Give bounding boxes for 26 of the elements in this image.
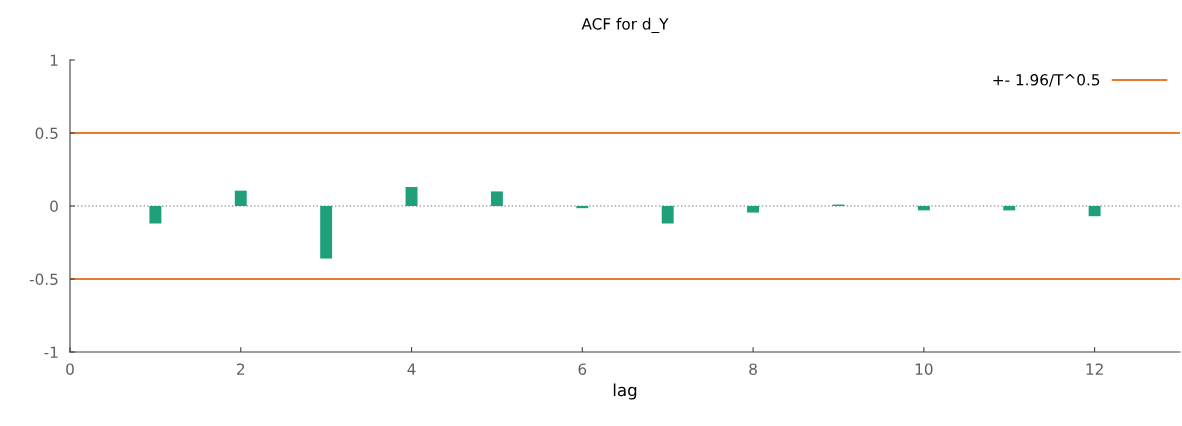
bar <box>320 206 333 259</box>
x-tick-label: 8 <box>749 363 757 375</box>
x-axis-title: lag <box>613 383 637 400</box>
y-tick-label: 0 <box>50 200 58 213</box>
x-tick-label: 0 <box>66 363 74 375</box>
bar <box>149 206 162 224</box>
bar <box>747 206 760 213</box>
bar <box>1088 206 1101 217</box>
x-tick-label: 12 <box>1086 363 1103 375</box>
bar <box>405 187 418 206</box>
x-tick-label: 4 <box>407 363 416 375</box>
bar <box>661 206 674 224</box>
bar <box>917 206 930 211</box>
x-tick-label: 6 <box>578 363 587 375</box>
bar <box>576 206 589 209</box>
x-tick-label: 2 <box>237 363 245 375</box>
y-tick-label: -1 <box>44 346 58 358</box>
legend-label: +- 1.96/T^0.5 <box>993 74 1100 87</box>
bar <box>490 191 503 206</box>
bar <box>1003 206 1016 211</box>
x-tick-label: 10 <box>915 363 933 375</box>
y-tick-label: 0.5 <box>35 127 58 140</box>
y-tick-label: -0.5 <box>29 273 58 286</box>
bar <box>234 190 247 206</box>
chart-title: ACF for d_Y <box>581 17 669 34</box>
y-tick-label: 1 <box>50 54 58 66</box>
